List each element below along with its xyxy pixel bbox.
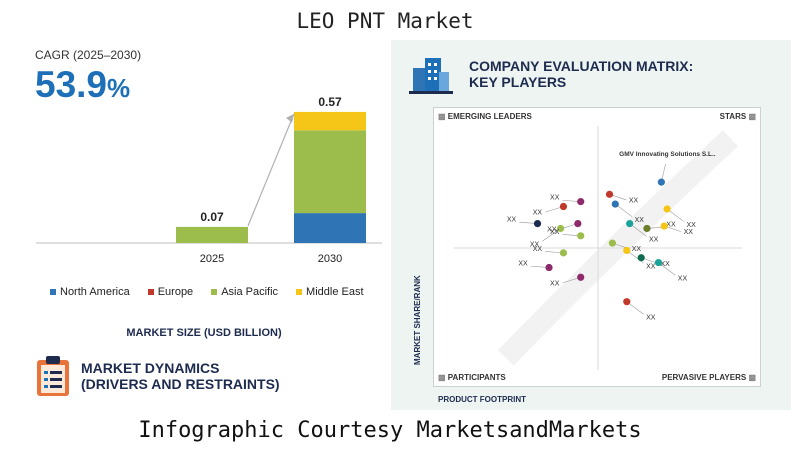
cagr-number: 53.9 [35,64,108,105]
company-point [577,198,585,206]
market-dynamics-title: MARKET DYNAMICS (DRIVERS AND RESTRAINTS) [81,360,280,392]
quadrant-label: PARTICIPANTS [447,373,506,382]
bar-segment [294,213,366,243]
company-point [643,224,651,233]
company-point [577,273,585,281]
cagr-unit: % [107,73,131,103]
legend-swatch [211,289,218,295]
company-label: XX [530,241,540,248]
people-icon: ▩ [438,373,446,382]
puzzle-icon: ▩ [748,373,756,382]
buildings-icon [409,58,453,94]
company-label: XX [678,276,688,283]
bars-icon: ▩ [438,112,446,121]
legend-swatch [50,289,56,295]
company-label: XX [533,210,543,217]
company-point [556,224,565,233]
clipboard-icon [37,356,69,396]
bar-total-label: 0.07 [200,210,224,224]
trend-band [497,130,738,366]
legend-swatch [147,289,154,295]
company-label: XX [686,222,696,229]
company-point [559,202,568,211]
company-point [623,298,631,306]
company-label: XX [632,246,642,253]
bar-segment [294,130,366,214]
company-label: XX [518,261,528,268]
x-axis-title: PRODUCT FOOTPRINT [438,395,526,404]
company-point [577,232,585,240]
company-point [637,254,645,262]
company-label: XX [635,217,645,224]
company-label: XX [550,195,560,202]
company-label: XX [661,261,671,268]
legend-label: Asia Pacific [221,286,279,298]
matrix-plot: GMV Innovating Solutions S.L..XXXXXXXXXX… [454,126,742,370]
company-point [663,205,671,213]
legend-item-middle-east: Middle East [296,286,364,298]
leader-line [542,228,561,242]
quadrant-pervasive-players: PERVASIVE PLAYERS ▩ [662,373,756,382]
bar-chart: 0.07 2025 0.57 2030 [36,95,382,265]
company-point [574,220,582,228]
market-size-label: MARKET SIZE (USD BILLION) [126,327,282,339]
company-label: GMV Innovating Solutions S.L.. [619,151,716,158]
company-point [608,239,616,247]
bar-segment [294,111,366,131]
company-point [654,259,663,267]
legend-item-asia-pacific: Asia Pacific [211,286,278,298]
quadrant-emerging-leaders: ▩ EMERGING LEADERS [438,112,532,121]
x-tick-label: 2025 [200,253,224,265]
company-point [533,220,542,228]
company-point [657,178,665,186]
market-dynamics: MARKET DYNAMICS (DRIVERS AND RESTRAINTS) [35,355,280,397]
company-label: XX [550,229,560,236]
cagr-label: CAGR (2025–2030) [35,48,142,62]
matrix-title: COMPANY EVALUATION MATRIX: KEY PLAYERS [469,58,694,90]
company-point [545,263,553,272]
quadrant-label: STARS [719,112,747,121]
chart-legend: North America Europe Asia Pacific Middle… [50,286,364,298]
legend-item-north-america: North America [50,286,130,298]
company-label: XX [533,246,543,253]
company-point [626,220,634,228]
quadrant-stars: STARS ▩ [720,112,756,121]
company-label: XX [547,227,557,234]
legend-label: Europe [157,286,194,298]
bar-total-label: 0.57 [318,95,342,109]
company-point [611,200,619,208]
company-label: XX [666,221,676,228]
quadrant-label: EMERGING LEADERS [447,112,532,121]
legend-item-europe: Europe [147,286,194,298]
company-label: XX [629,197,639,204]
growth-arrow [247,113,295,227]
x-tick-label: 2030 [318,253,342,265]
market-size-panel: 0.07 2025 0.57 2030 CAGR (2025–2030) 53.9% … [22,40,386,410]
y-axis-title: MARKET SHARE/RANK [413,275,422,365]
quadrant-label: PERVASIVE PLAYERS [661,373,747,382]
company-point [605,190,614,198]
footer-caption: Infographic Courtesy MarketsandMarkets [138,418,642,443]
quadrant-participants: ▩ PARTICIPANTS [438,373,506,382]
company-label: XX [646,263,656,270]
company-label: XX [646,315,656,322]
company-point [559,249,568,257]
legend-label: North America [60,286,130,298]
company-label: XX [550,280,560,287]
company-label: XX [649,237,659,244]
company-label: XX [507,217,517,224]
company-point [660,222,668,230]
bars-icon: ▩ [748,112,756,121]
company-point [623,246,631,255]
evaluation-matrix-panel: COMPANY EVALUATION MATRIX: KEY PLAYERS G… [391,40,791,410]
legend-swatch [296,289,303,295]
cagr-value: 53.9% [35,64,130,106]
legend-label: Middle East [306,286,364,298]
bar-segment [176,226,248,243]
evaluation-matrix: GMV Innovating Solutions S.L.. XX XX XX XX XX… [433,107,761,387]
company-label: XX [684,229,694,236]
page-title: LEO PNT Market [296,9,474,33]
growth-arrow-head [286,113,294,123]
